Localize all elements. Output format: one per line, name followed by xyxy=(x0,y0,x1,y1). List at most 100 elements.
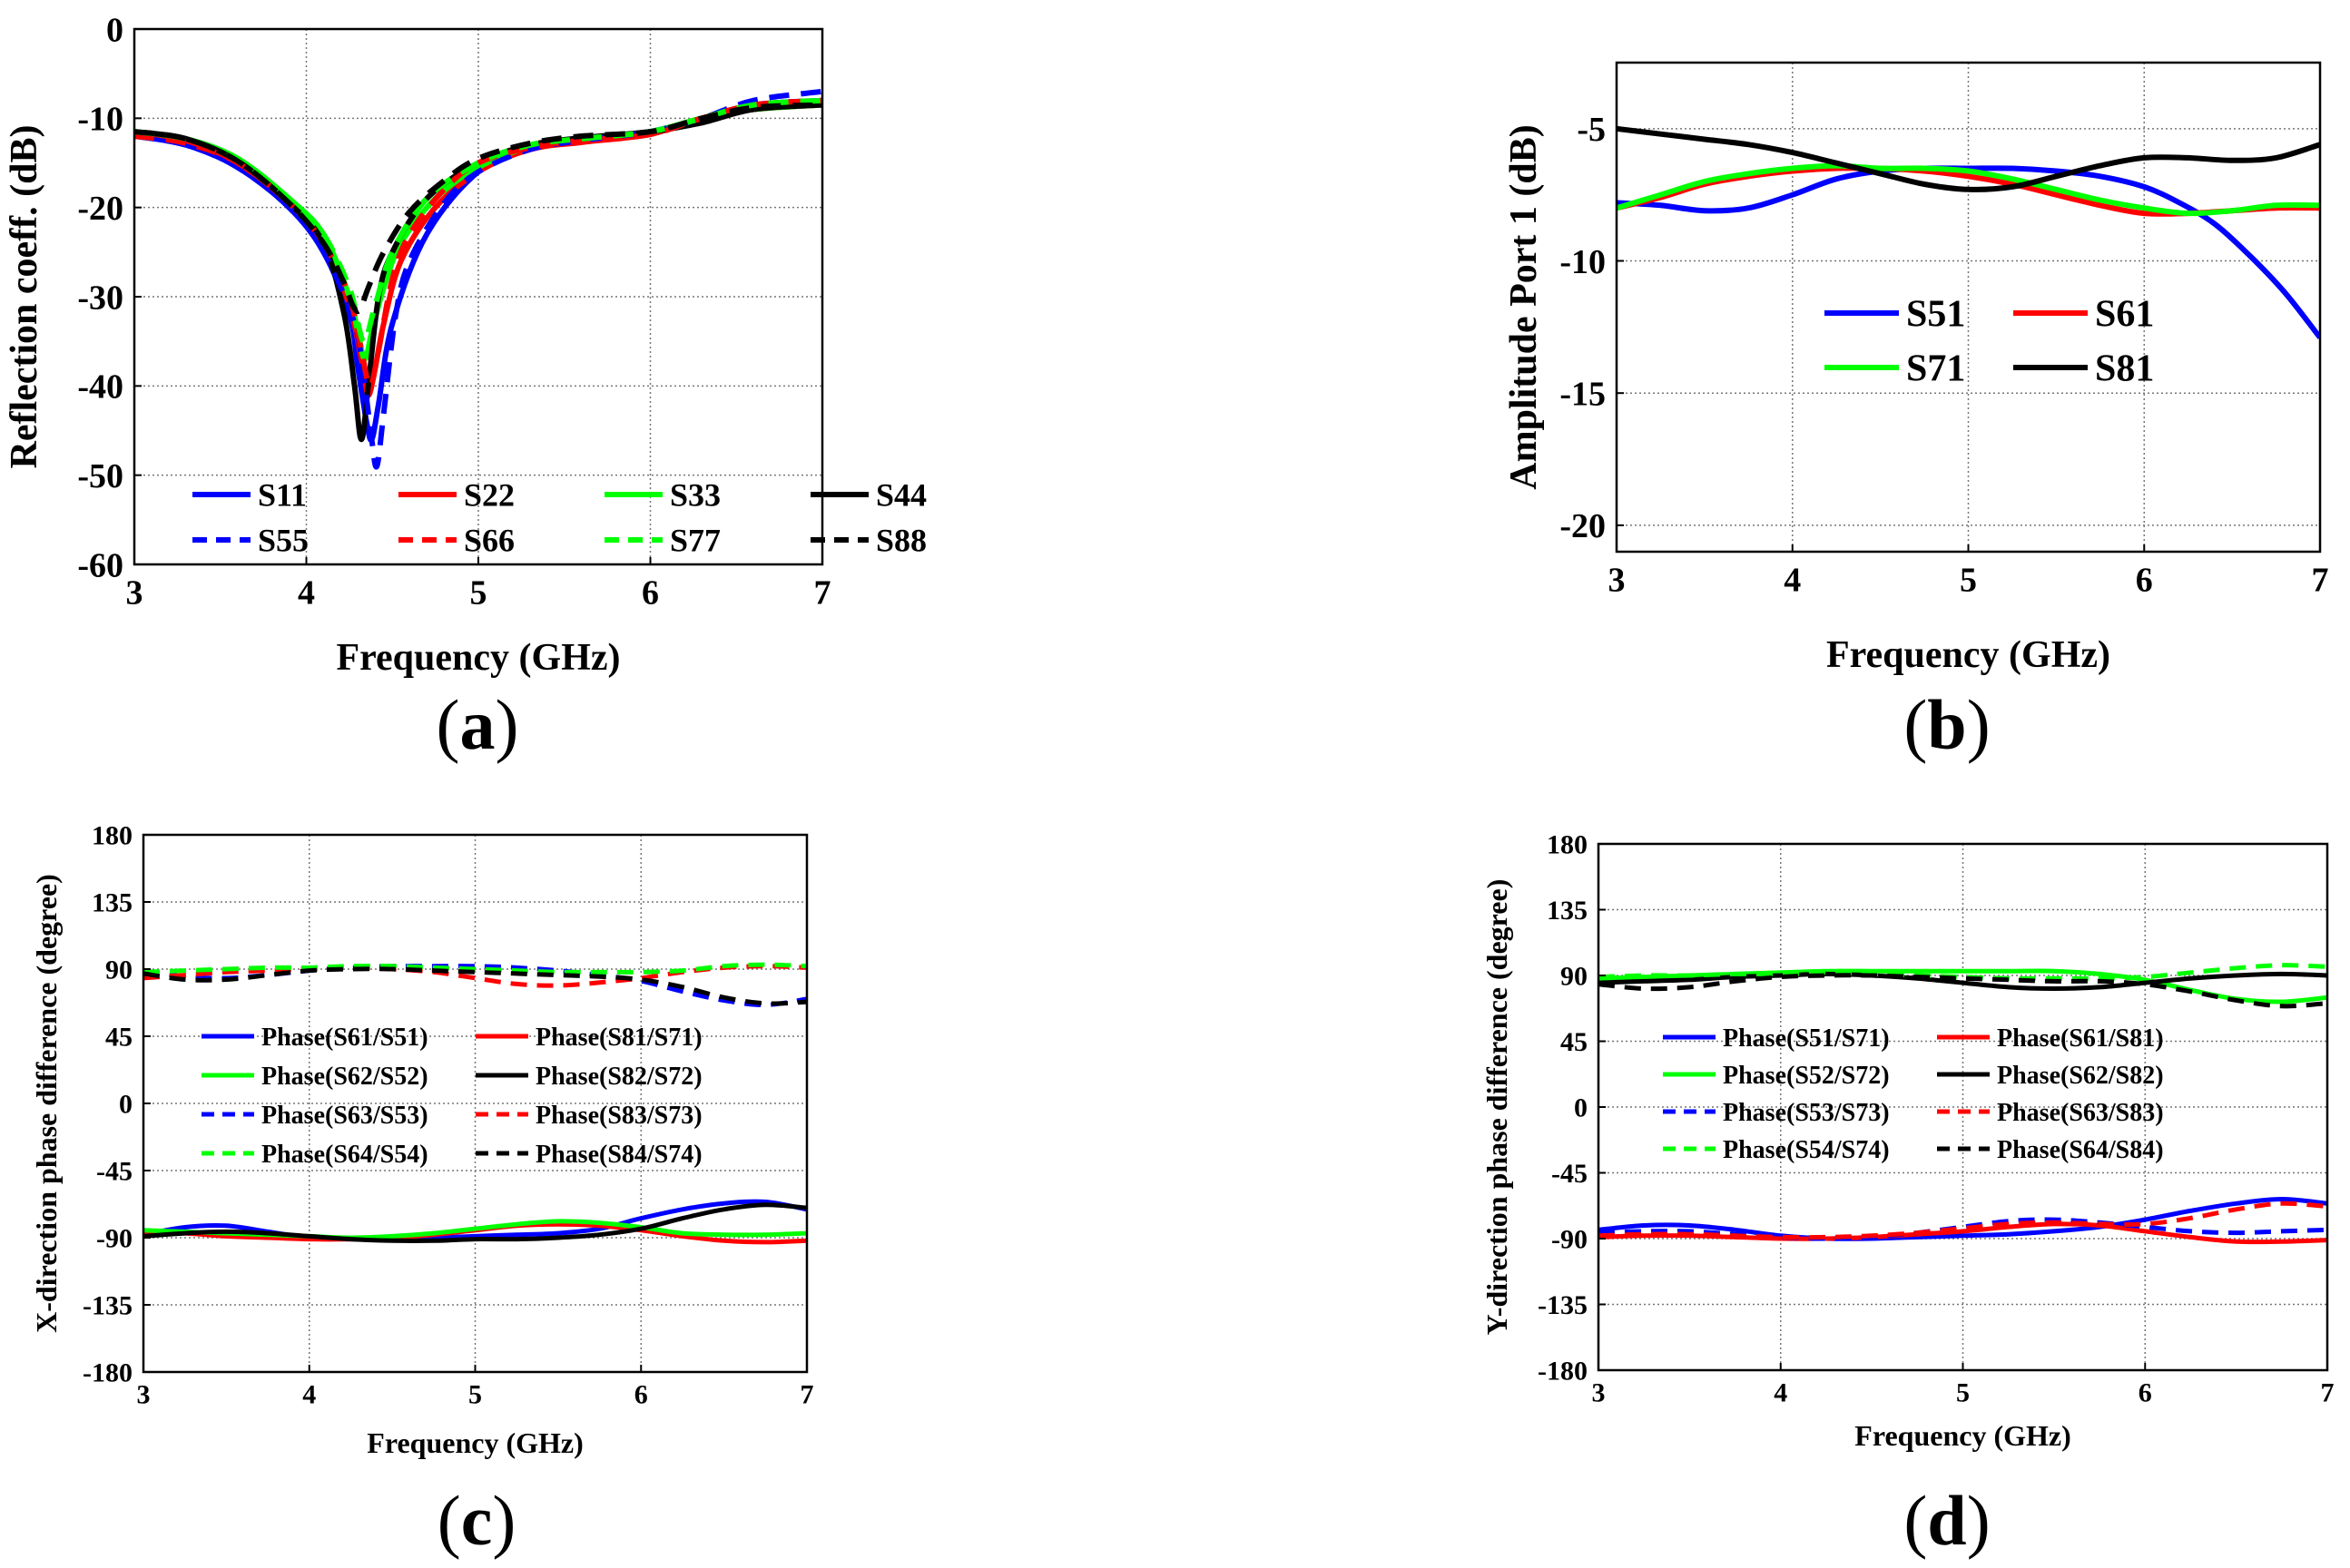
chart-panel-a: 3 4 5 6 7 0 -10 -20 -30 -40 -50 -60 Frequency (GHz) R… xyxy=(4,11,927,764)
x-tick-label: 3 xyxy=(137,1380,151,1410)
legend-item: Phase(S82/S72) xyxy=(476,1063,703,1091)
legend-label: Phase(S63/S53) xyxy=(261,1102,428,1130)
chart-panel-c: 3 4 5 6 718013590450-45-90-135-180Frequency … xyxy=(30,821,814,1561)
legend-label: S66 xyxy=(464,523,515,559)
panel-label-open-paren: ( xyxy=(438,1481,461,1560)
y-axis-label: Y-direction phase difference (degree) xyxy=(1480,879,1513,1336)
x-tick-label: 6 xyxy=(634,1380,648,1410)
x-axis-label: Frequency (GHz) xyxy=(337,637,621,679)
legend-item: S81 xyxy=(2013,348,2154,390)
x-axis-label: Frequency (GHz) xyxy=(1854,1419,2070,1452)
legend-item: Phase(S83/S73) xyxy=(476,1102,703,1130)
legend-item: S44 xyxy=(811,477,927,514)
x-tick-label: 5 xyxy=(1960,562,1977,600)
series-line-phase-s64-s54 xyxy=(143,962,807,975)
series-line-s81 xyxy=(1617,125,2320,192)
x-axis-label: Frequency (GHz) xyxy=(1826,634,2110,676)
y-tick-label: -15 xyxy=(1559,375,1606,413)
x-axis-label: Frequency (GHz) xyxy=(367,1426,583,1459)
y-tick-label: 45 xyxy=(105,1023,133,1053)
x-tick-label: 4 xyxy=(302,1380,316,1410)
y-tick-label: -135 xyxy=(83,1291,133,1321)
legend-label: S88 xyxy=(876,523,927,559)
panel-label: (b) xyxy=(1903,685,1990,764)
x-tick-label: 7 xyxy=(2321,1378,2335,1408)
x-tick-label: 4 xyxy=(1774,1378,1787,1408)
legend-item: S33 xyxy=(605,477,721,514)
legend-item: Phase(S61/S51) xyxy=(202,1024,428,1052)
legend-item: Phase(S54/S74) xyxy=(1663,1136,1890,1164)
legend: Phase(S51/S71) Phase(S61/S81) Phase(S52/S7… xyxy=(1663,1024,2164,1164)
panel-label-close-paren: ) xyxy=(1967,685,1991,764)
legend-item: S66 xyxy=(398,523,515,559)
panel-label-close-paren: ) xyxy=(1967,1481,1991,1560)
legend-label: S77 xyxy=(670,523,721,559)
panel-label: (d) xyxy=(1903,1481,1990,1560)
series-line-phase-s53-s73 xyxy=(1598,1217,2327,1241)
panel-label-open-paren: ( xyxy=(1903,1481,1927,1560)
tick-group: 3 4 5 6 7 0 -10 -20 -30 -40 -50 -60 xyxy=(77,11,831,612)
y-tick-label: -45 xyxy=(96,1157,133,1187)
legend-label: S44 xyxy=(876,477,927,514)
legend: S11 S22 S33 S44 S55 S66 S77 S88 xyxy=(192,477,927,559)
y-tick-label: -20 xyxy=(77,190,123,228)
series-line-phase-s64-s84 xyxy=(1598,973,2327,1009)
y-axis-label: X-direction phase difference (degree) xyxy=(30,874,63,1333)
legend-label: Phase(S84/S74) xyxy=(536,1141,703,1169)
y-tick-label: 90 xyxy=(105,956,133,985)
legend: Phase(S61/S51) Phase(S81/S71) Phase(S62/S5… xyxy=(202,1024,703,1169)
panel-label-open-paren: ( xyxy=(1903,685,1927,764)
series-line-phase-s61-s81 xyxy=(1598,1221,2327,1245)
y-tick-label: -45 xyxy=(1551,1159,1588,1189)
legend-item: S71 xyxy=(1824,348,1965,390)
legend-item: Phase(S62/S52) xyxy=(202,1063,428,1091)
legend-label: Phase(S61/S51) xyxy=(261,1024,428,1052)
x-tick-label: 7 xyxy=(801,1380,814,1410)
legend-label: Phase(S54/S74) xyxy=(1723,1136,1890,1164)
x-tick-label: 5 xyxy=(1956,1378,1970,1408)
y-axis-label: Reflection coeff. (dB) xyxy=(4,124,45,468)
y-tick-label: 180 xyxy=(1547,830,1588,860)
legend-item: S22 xyxy=(398,477,515,514)
x-tick-label: 7 xyxy=(2312,562,2329,600)
legend-item: S11 xyxy=(192,477,307,514)
y-tick-label: 135 xyxy=(1547,896,1588,926)
chart-panel-d: 3 4 5 6 718013590450-45-90-135-180Frequency … xyxy=(1480,830,2335,1561)
legend-label: S51 xyxy=(1906,294,1965,336)
legend-label: Phase(S53/S73) xyxy=(1723,1099,1890,1127)
legend-label: Phase(S64/S84) xyxy=(1997,1136,2164,1164)
x-tick-label: 5 xyxy=(470,574,487,612)
legend-item: Phase(S64/S54) xyxy=(202,1141,428,1169)
series-line-s71 xyxy=(1617,162,2320,217)
gridlines xyxy=(1598,844,2327,1370)
x-tick-label: 3 xyxy=(1608,562,1626,600)
legend-label: Phase(S62/S82) xyxy=(1997,1062,2164,1090)
legend-label: S55 xyxy=(258,523,309,559)
panel-label-letter: d xyxy=(1927,1481,1966,1560)
panel-label-close-paren: ) xyxy=(496,685,519,764)
legend-item: Phase(S61/S81) xyxy=(1937,1024,2164,1053)
series-group xyxy=(134,88,822,470)
y-tick-label: -40 xyxy=(77,368,123,407)
y-tick-label: -90 xyxy=(96,1224,133,1254)
y-tick-label: 45 xyxy=(1560,1027,1588,1057)
panel-label-close-paren: ) xyxy=(492,1481,516,1560)
series-line-s88 xyxy=(134,102,822,315)
panel-label-open-paren: ( xyxy=(437,685,460,764)
panel-label-letter: a xyxy=(460,685,496,764)
x-tick-label: 6 xyxy=(2139,1378,2152,1408)
x-tick-label: 3 xyxy=(1592,1378,1606,1408)
legend-item: S88 xyxy=(811,523,927,559)
series-line-phase-s63-s83 xyxy=(1598,1200,2327,1240)
legend-item: Phase(S62/S82) xyxy=(1937,1062,2164,1090)
panel-label: (c) xyxy=(438,1481,516,1560)
series-line-phase-s51-s71 xyxy=(1598,1197,2327,1241)
series-group xyxy=(143,962,807,1245)
legend-item: Phase(S52/S72) xyxy=(1663,1062,1890,1090)
legend-item: S55 xyxy=(192,523,309,559)
y-tick-label: 90 xyxy=(1560,962,1588,992)
y-tick-label: -20 xyxy=(1559,507,1606,545)
legend-item: S51 xyxy=(1824,294,1965,336)
